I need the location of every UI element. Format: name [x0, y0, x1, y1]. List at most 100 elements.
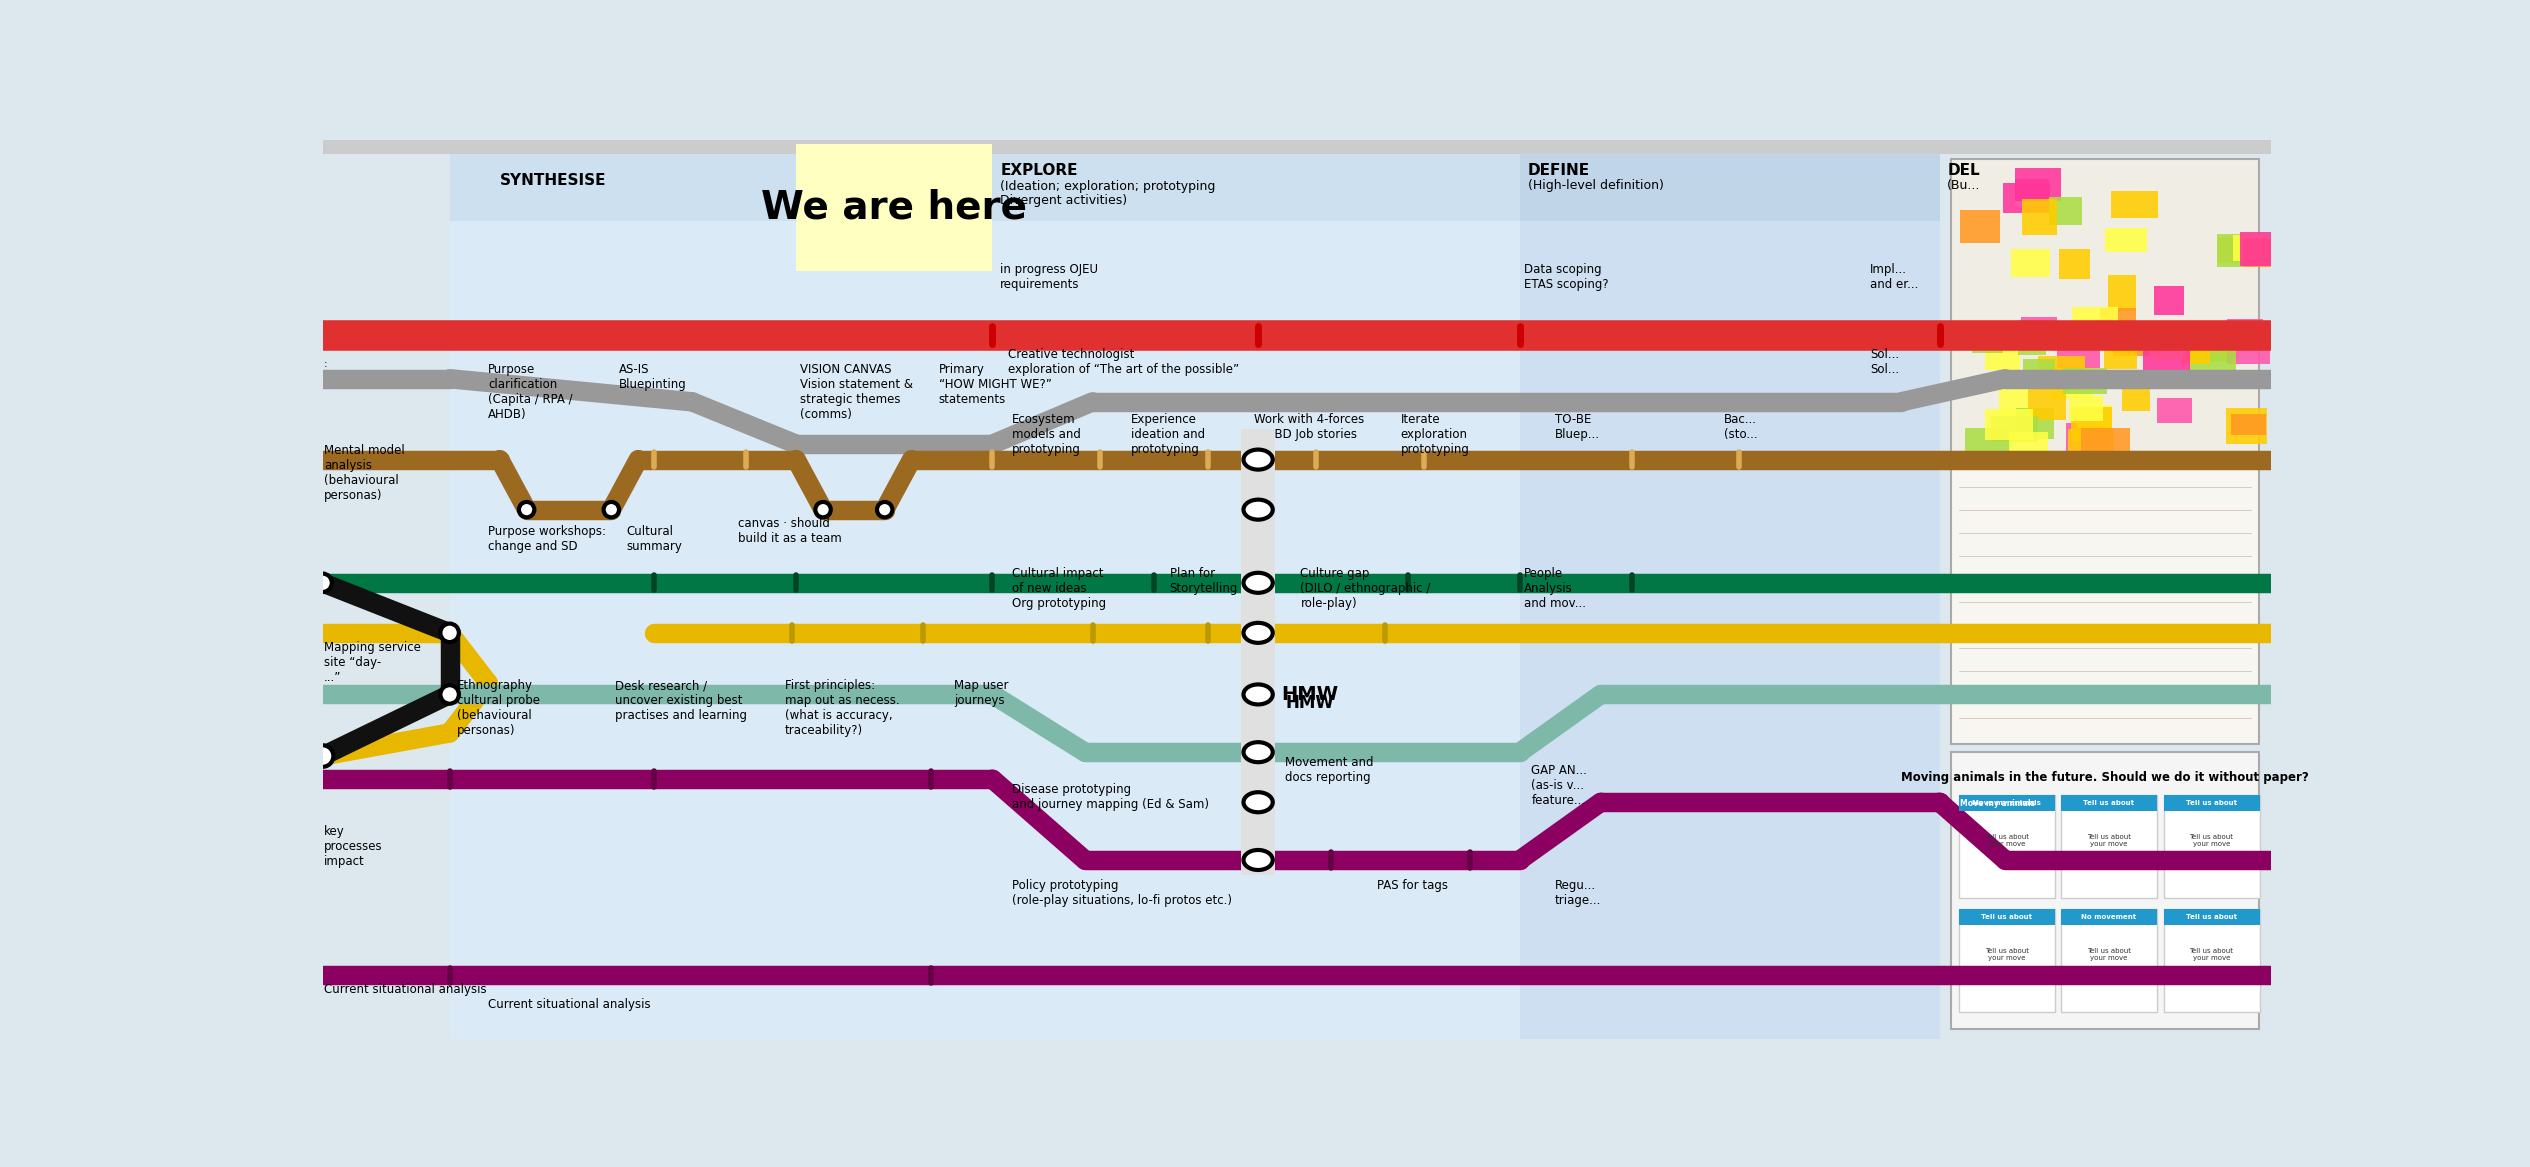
Bar: [1242, 428, 1275, 875]
Bar: [2216, 235, 2254, 267]
Bar: [2239, 232, 2282, 266]
Bar: [2105, 338, 2135, 369]
Ellipse shape: [1242, 850, 1273, 871]
Bar: [2049, 197, 2082, 225]
Bar: [450, 140, 1941, 1039]
Text: Current situational analysis: Current situational analysis: [488, 983, 650, 1011]
Text: canvas · should
build it as a team: canvas · should build it as a team: [739, 517, 842, 545]
Bar: [2150, 323, 2186, 359]
Text: Data scoping
ETAS scoping?: Data scoping ETAS scoping?: [1523, 264, 1609, 292]
Circle shape: [440, 685, 458, 704]
Text: Disease prototyping
and journey mapping (Ed & Sam): Disease prototyping and journey mapping …: [1012, 783, 1209, 811]
Bar: [2019, 320, 2047, 355]
Text: Cultural impact
of new ideas
Org prototyping: Cultural impact of new ideas Org prototy…: [1012, 567, 1106, 610]
Bar: [2016, 408, 2054, 439]
Bar: [2011, 249, 2049, 278]
Bar: [2077, 405, 2113, 428]
Bar: [2021, 200, 2057, 236]
Bar: [2244, 239, 2292, 267]
Text: HMW: HMW: [1285, 694, 1333, 712]
Circle shape: [311, 746, 334, 767]
Circle shape: [815, 502, 830, 517]
Bar: [2021, 359, 2054, 385]
Bar: [2039, 356, 2085, 391]
Text: :: :: [324, 359, 329, 370]
Text: Experience
ideation and
prototyping: Experience ideation and prototyping: [1131, 413, 1204, 456]
Bar: [1958, 908, 2054, 1013]
Bar: [2014, 180, 2049, 207]
Bar: [2062, 908, 2158, 925]
Text: Tell us about
your move: Tell us about your move: [2188, 834, 2234, 847]
Text: Mental model
analysis
(behavioural
personas): Mental model analysis (behavioural perso…: [324, 445, 405, 502]
Text: Tell us about
your move: Tell us about your move: [2087, 949, 2130, 962]
Bar: [1521, 140, 1941, 1039]
Ellipse shape: [1242, 742, 1273, 762]
Text: Ecosystem
models and
prototyping: Ecosystem models and prototyping: [1012, 413, 1080, 456]
Text: Culture gap
(DILO / ethnographic /
role-play): Culture gap (DILO / ethnographic / role-…: [1300, 567, 1432, 610]
Bar: [2226, 319, 2264, 341]
Circle shape: [519, 502, 534, 517]
Text: HMW: HMW: [1280, 685, 1338, 704]
Bar: [1951, 753, 2259, 1029]
Text: (High-level definition): (High-level definition): [1528, 179, 1665, 191]
Text: Desk research /
uncover existing best
practises and learning: Desk research / uncover existing best pr…: [615, 679, 746, 722]
Bar: [1986, 408, 2034, 440]
Bar: [2029, 384, 2064, 420]
Ellipse shape: [1242, 792, 1273, 812]
Bar: [2231, 413, 2267, 435]
Text: Tell us about
your move: Tell us about your move: [1984, 949, 2029, 962]
Text: Tell us about: Tell us about: [1981, 914, 2032, 920]
Bar: [2004, 183, 2049, 214]
Bar: [2064, 424, 2110, 454]
Bar: [1961, 210, 1999, 243]
Ellipse shape: [1242, 573, 1273, 593]
Bar: [2183, 330, 2231, 362]
Bar: [2016, 168, 2062, 201]
Circle shape: [314, 573, 331, 592]
Ellipse shape: [1242, 449, 1273, 469]
Bar: [1958, 908, 2054, 925]
Bar: [1951, 460, 2259, 745]
Bar: [2204, 335, 2239, 357]
Text: in progress OJEU
requirements: in progress OJEU requirements: [999, 264, 1098, 292]
Bar: [2153, 286, 2183, 315]
Text: GAP AN...
(as-is v...
feature...: GAP AN... (as-is v... feature...: [1531, 763, 1586, 806]
Text: First principles:
map out as necess.
(what is accuracy,
traceability?): First principles: map out as necess. (wh…: [784, 679, 898, 738]
Bar: [1958, 795, 2054, 811]
Text: Regu...
triage...: Regu... triage...: [1553, 879, 1601, 907]
Bar: [2059, 249, 2090, 279]
Text: DEFINE: DEFINE: [1528, 163, 1589, 179]
Text: Tell us about
your move: Tell us about your move: [2087, 834, 2130, 847]
Text: Move my animals: Move my animals: [1971, 801, 2042, 806]
Bar: [797, 144, 992, 271]
Bar: [1984, 334, 2021, 370]
Bar: [324, 140, 450, 1039]
Ellipse shape: [1242, 623, 1273, 643]
Bar: [2100, 308, 2135, 330]
Ellipse shape: [1242, 684, 1273, 705]
Bar: [2113, 326, 2161, 356]
Text: Plan for
Storytelling: Plan for Storytelling: [1169, 567, 1237, 595]
Text: Divergent activities): Divergent activities): [999, 194, 1128, 207]
Bar: [2057, 338, 2100, 368]
Bar: [2021, 317, 2057, 340]
Bar: [1958, 795, 2054, 899]
Text: Sol...
Sol...: Sol... Sol...: [1870, 348, 1900, 376]
Text: Cultural
summary: Cultural summary: [627, 525, 683, 553]
Text: (Bu...: (Bu...: [1948, 179, 1981, 191]
Bar: [1971, 330, 2004, 354]
Bar: [2009, 432, 2047, 457]
Bar: [2188, 337, 2237, 371]
Bar: [2163, 908, 2259, 925]
Bar: [2143, 348, 2188, 372]
Bar: [2062, 795, 2158, 899]
Bar: [2052, 364, 2092, 399]
Text: Tell us about: Tell us about: [2186, 801, 2237, 806]
Bar: [324, 140, 2269, 154]
Bar: [2062, 908, 2158, 1013]
Text: AS-IS
Bluepinting: AS-IS Bluepinting: [620, 363, 686, 391]
Text: Impl...
and er...: Impl... and er...: [1870, 264, 1918, 292]
Text: Tell us about: Tell us about: [2082, 801, 2135, 806]
Text: (Ideation; exploration; prototyping: (Ideation; exploration; prototyping: [999, 180, 1214, 193]
Text: PAS for tags: PAS for tags: [1376, 879, 1450, 893]
